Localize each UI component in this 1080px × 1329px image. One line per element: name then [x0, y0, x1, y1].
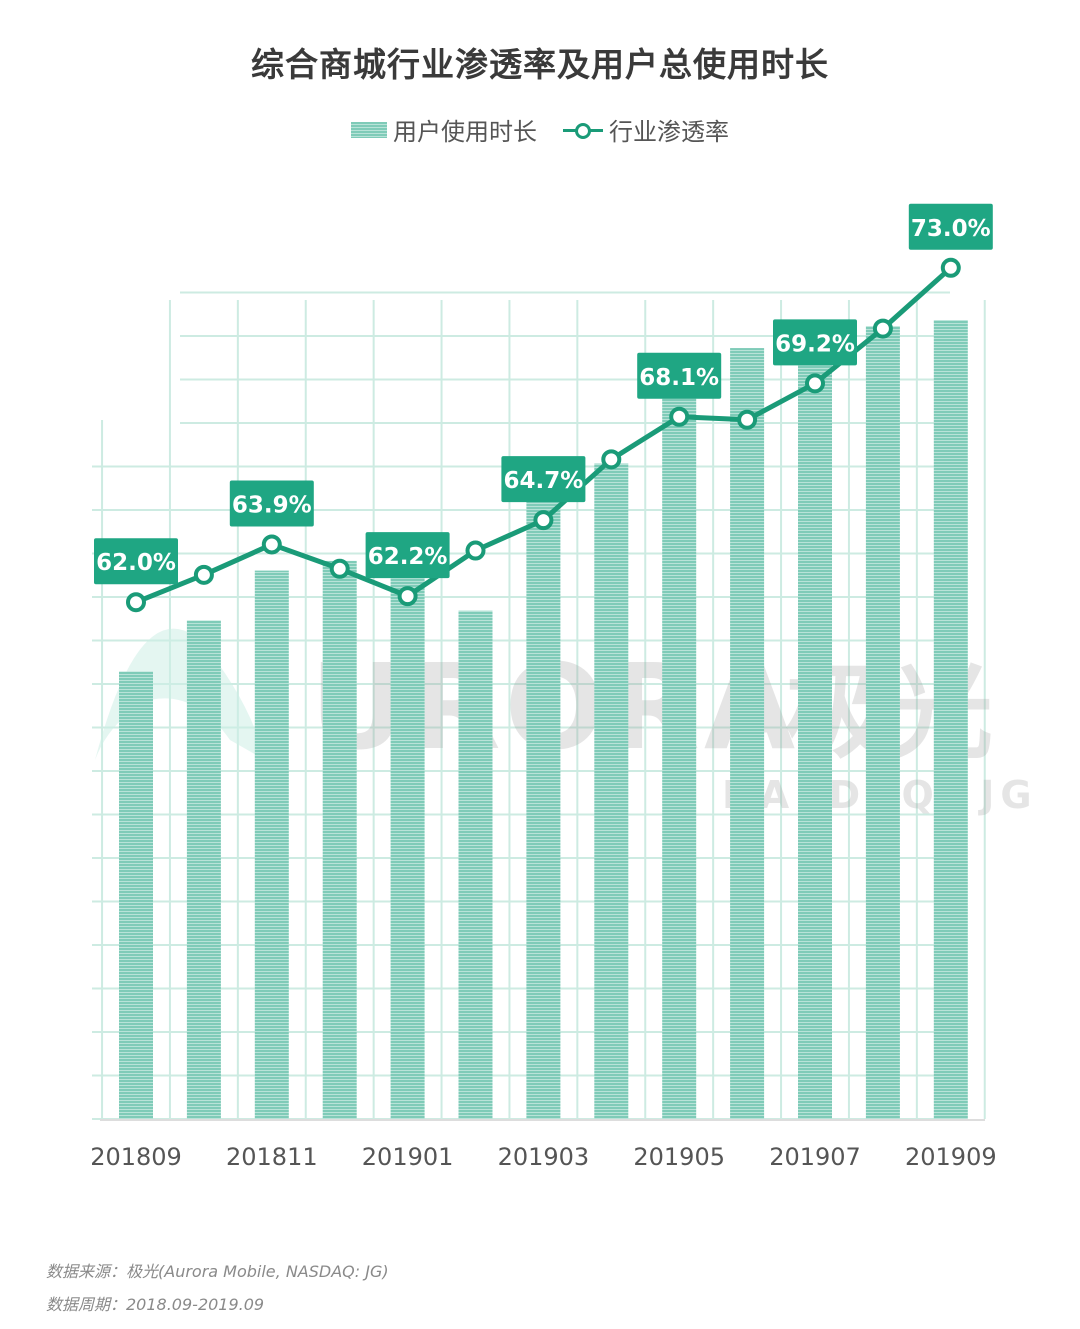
legend-label-usage-time: 用户使用时长 — [393, 118, 537, 146]
data-label-box — [94, 538, 178, 585]
x-tick-label: 201903 — [498, 1143, 590, 1171]
bar-201907 — [798, 345, 832, 1119]
bar-swatch-icon — [351, 121, 387, 138]
x-axis: 201809 201811 201901 201903 201905 201907 2019… — [90, 1119, 997, 1171]
bar-201903 — [526, 457, 561, 1120]
line-point-201810 — [193, 564, 214, 585]
line-point-201902 — [465, 540, 486, 561]
bar-201809 — [119, 671, 153, 1119]
line-point-201907 — [805, 373, 825, 394]
chart-title: 综合商城行业渗透率及用户总使用时长 — [251, 45, 829, 84]
bar-201906 — [730, 348, 765, 1119]
line-point-201812 — [329, 558, 350, 579]
data-label-box — [773, 319, 857, 366]
legend-label-penetration: 行业渗透率 — [609, 118, 729, 146]
bar-201811 — [254, 570, 289, 1119]
period-footnote: 数据周期：2018.09-2019.09 — [46, 1295, 265, 1314]
x-tick-label: 201907 — [769, 1143, 861, 1171]
line-point-201901 — [397, 586, 418, 607]
line-point-201903 — [533, 510, 554, 531]
x-tick-label: 201811 — [226, 1143, 318, 1171]
bar-201905 — [662, 390, 697, 1120]
line-point-201904 — [601, 449, 622, 470]
data-label-box — [365, 532, 450, 579]
legend-item-usage-time: 用户使用时长 — [351, 112, 537, 147]
source-footnote: 数据来源：极光(Aurora Mobile, NASDAQ: JG) — [46, 1262, 389, 1281]
data-labels: 62.0% 63.9% 62.2% 64.7% 68.1% 69.2% 73.0% — [94, 203, 993, 585]
data-label-box — [908, 203, 993, 250]
data-label-201809: 62.0% — [94, 538, 178, 585]
line-point-201906 — [737, 409, 758, 430]
bar-201902 — [458, 610, 493, 1119]
data-label-201811: 63.9% — [229, 480, 314, 527]
data-label-201909: 73.0% — [908, 203, 993, 250]
bar-201812 — [322, 560, 357, 1119]
data-label-text: 62.2% — [368, 544, 448, 570]
line-series — [126, 257, 961, 613]
x-tick-label: 201809 — [90, 1143, 182, 1171]
data-label-201907: 69.2% — [773, 319, 857, 366]
data-label-201905: 68.1% — [637, 352, 722, 399]
data-label-text: 63.9% — [232, 492, 312, 518]
data-label-text: 64.7% — [504, 468, 584, 494]
bar-201904 — [594, 463, 629, 1119]
aurora-logo-icon — [95, 628, 265, 760]
bar-201901 — [390, 534, 425, 1119]
data-label-201901: 62.2% — [365, 532, 450, 579]
data-label-box — [229, 480, 314, 527]
data-label-201903: 64.7% — [501, 456, 586, 503]
legend-item-penetration: 行业渗透率 — [563, 112, 729, 147]
line-point-201809 — [126, 592, 146, 613]
line-point-201909 — [940, 257, 961, 278]
data-label-box — [501, 456, 586, 503]
x-tick-label: 201905 — [633, 1143, 725, 1171]
line-point-201811 — [261, 534, 282, 555]
bar-201810 — [186, 620, 221, 1119]
data-label-box — [637, 352, 722, 399]
data-label-text: 73.0% — [911, 216, 991, 242]
line-swatch-icon — [563, 120, 603, 140]
bar-201909 — [933, 320, 968, 1119]
x-tick-label: 201901 — [362, 1143, 454, 1171]
legend: 用户使用时长 行业渗透率 — [0, 112, 1080, 147]
bar-201908 — [865, 326, 900, 1120]
data-label-text: 62.0% — [96, 550, 176, 576]
data-label-text: 68.1% — [639, 365, 719, 391]
bar-series — [119, 320, 968, 1120]
data-label-text: 69.2% — [775, 331, 855, 357]
line-point-201908 — [872, 318, 893, 339]
x-tick-label: 201909 — [905, 1143, 997, 1171]
line-point-201905 — [669, 406, 690, 427]
